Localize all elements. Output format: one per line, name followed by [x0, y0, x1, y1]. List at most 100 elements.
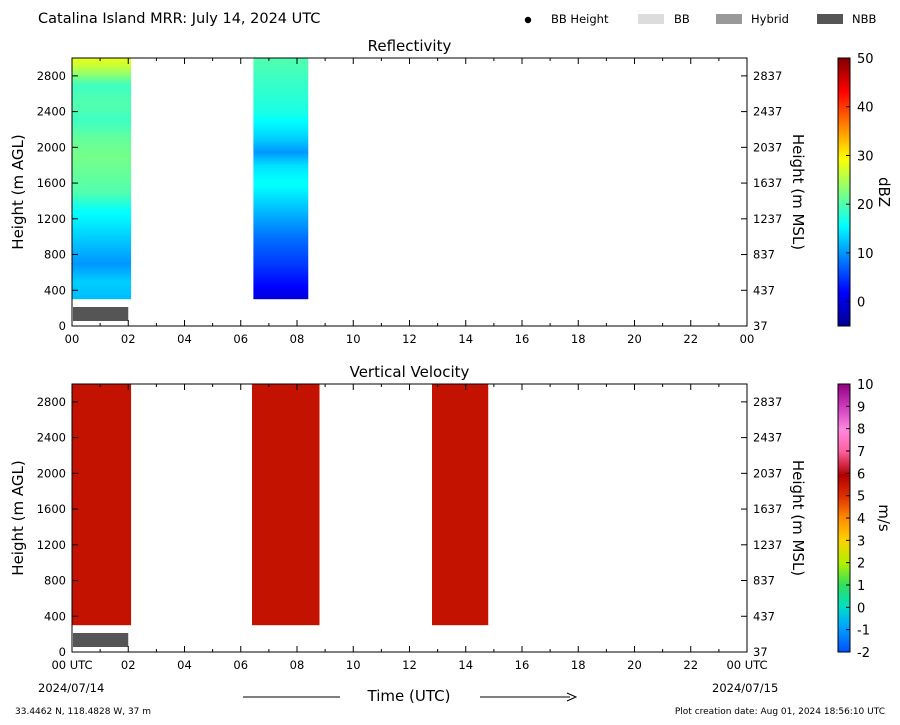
data-cell [253, 103, 309, 105]
data-cell [72, 89, 132, 91]
data-cell [253, 100, 309, 102]
y-tick-label-right: 2037 [753, 140, 782, 154]
data-cell [253, 131, 309, 133]
data-cell [72, 115, 132, 117]
data-cell [253, 279, 309, 281]
data-cell [72, 195, 132, 197]
data-cell [253, 227, 309, 229]
data-cell [253, 68, 309, 70]
x-tick-label: 00 [740, 332, 755, 346]
data-cell [253, 122, 309, 124]
data-cell [253, 151, 309, 153]
x-tick-label: 08 [290, 332, 305, 346]
data-cell [72, 123, 132, 125]
data-cell [253, 222, 309, 224]
data-cell [253, 259, 309, 261]
y-tick-label: 2800 [37, 395, 66, 409]
data-cell [253, 264, 309, 266]
data-cell [72, 93, 132, 95]
data-cell [253, 205, 309, 207]
colorbar-tick-label: 10 [857, 378, 874, 393]
data-cell [253, 261, 309, 263]
data-cell [72, 69, 132, 71]
x-tick-label: 16 [515, 658, 530, 672]
data-cell [253, 133, 309, 135]
x-tick-label: 22 [683, 332, 698, 346]
colorbar-tick-label: 50 [857, 52, 874, 67]
data-cell [253, 64, 309, 66]
data-cell [253, 112, 309, 114]
data-block [72, 58, 132, 300]
data-cell [253, 65, 309, 67]
data-cell [253, 238, 309, 240]
data-cell [253, 241, 309, 243]
data-cell [72, 121, 132, 123]
data-cell [72, 165, 132, 167]
data-cell [72, 162, 132, 164]
data-cell [72, 94, 132, 96]
data-cell [72, 163, 132, 165]
data-cell [72, 59, 132, 61]
plot-creation-date: Plot creation date: Aug 01, 2024 18:56:1… [675, 707, 885, 717]
data-cell [253, 219, 309, 221]
data-cell [253, 107, 309, 109]
start-date-label: 2024/07/14 [38, 681, 104, 695]
y-tick-label: 1600 [37, 502, 66, 516]
data-cell [72, 148, 132, 150]
data-cell [72, 111, 132, 113]
data-cell [72, 91, 132, 93]
data-cell [253, 97, 309, 99]
data-cell [72, 153, 132, 155]
data-cell [72, 120, 132, 122]
data-cell [253, 62, 309, 64]
data-cell [253, 246, 309, 248]
data-cell [253, 247, 309, 249]
data-cell [72, 263, 132, 265]
y-tick-label: 2400 [37, 105, 66, 119]
data-cell [253, 132, 309, 134]
colorbar-tick-label: 0 [857, 296, 865, 311]
data-cell [72, 141, 132, 143]
data-cell [253, 225, 309, 227]
x-tick-label: 18 [571, 332, 586, 346]
data-cell [72, 226, 132, 228]
data-cell [72, 58, 132, 60]
data-cell [253, 72, 309, 74]
data-block [253, 58, 309, 300]
data-cell [253, 93, 309, 95]
data-cell [253, 167, 309, 169]
data-cell [253, 161, 309, 163]
data-cell [72, 177, 132, 179]
data-cell [72, 233, 132, 235]
data-cell [253, 144, 309, 146]
data-cell [72, 187, 132, 189]
x-tick-label: 16 [515, 332, 530, 346]
data-cell [72, 80, 132, 82]
data-cell [253, 277, 309, 279]
data-cell [72, 236, 132, 238]
data-cell [253, 88, 309, 90]
data-cell [253, 130, 309, 132]
data-cell [253, 86, 309, 88]
colorbar-label: m/s [875, 504, 893, 532]
data-cell [72, 296, 132, 298]
plot-frame [71, 383, 748, 653]
data-cell [253, 99, 309, 101]
plot-frame [71, 57, 748, 327]
data-cell [72, 384, 132, 626]
data-cell [253, 119, 309, 121]
colorbar-tick-label: -2 [857, 646, 870, 661]
data-cell [253, 198, 309, 200]
data-cell [253, 226, 309, 228]
data-cell [253, 273, 309, 275]
data-cell [253, 85, 309, 87]
data-cell [253, 298, 309, 300]
data-cell [253, 185, 309, 187]
data-cell [72, 132, 132, 134]
data-cell [253, 248, 309, 250]
x-tick-label: 04 [177, 332, 192, 346]
y-tick-label: 0 [59, 319, 66, 333]
data-cell [72, 87, 132, 89]
data-cell [253, 269, 309, 271]
data-cell [72, 232, 132, 234]
